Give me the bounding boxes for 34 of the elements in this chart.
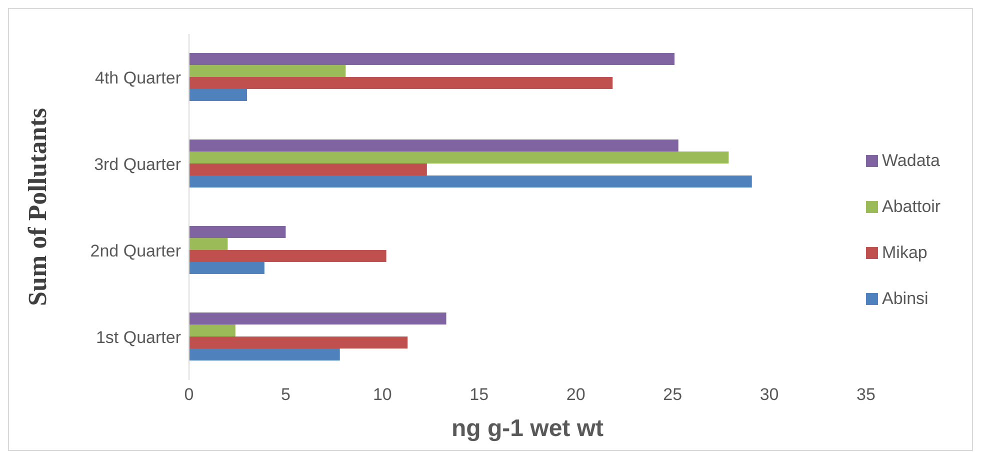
bar — [189, 65, 346, 78]
bar — [189, 164, 427, 176]
x-tick-label: 15 — [470, 385, 489, 404]
bar — [189, 238, 228, 250]
bar — [189, 140, 678, 152]
bar — [189, 226, 286, 238]
bar — [189, 152, 729, 164]
y-axis-title: Sum of Pollutants — [23, 108, 52, 306]
x-tick-label: 30 — [760, 385, 779, 404]
x-tick-label: 35 — [856, 385, 876, 404]
bar — [189, 77, 613, 90]
bar — [189, 348, 340, 361]
y-tick-label: 1st Quarter — [96, 328, 182, 347]
x-tick-label: 5 — [280, 385, 290, 404]
bar — [189, 53, 675, 66]
legend-label: Wadata — [882, 150, 940, 170]
bar — [189, 262, 264, 274]
x-tick-label: 0 — [184, 385, 194, 404]
y-tick-label: 3rd Quarter — [94, 154, 182, 174]
bar — [189, 324, 236, 337]
y-tick-label: 4th Quarter — [95, 68, 182, 88]
legend-label: Abattoir — [882, 196, 941, 216]
legend-label: Abinsi — [882, 288, 928, 308]
bar — [189, 312, 446, 325]
bar — [189, 336, 408, 349]
x-axis-title: ng g-1 wet wt — [452, 415, 604, 442]
legend-label: Mikap — [882, 242, 928, 262]
bar — [189, 250, 386, 262]
x-tick-label: 25 — [663, 385, 682, 404]
x-tick-label: 20 — [566, 385, 586, 404]
x-tick-label: 10 — [372, 385, 392, 404]
bar — [189, 176, 752, 188]
y-tick-label: 2nd Quarter — [90, 241, 182, 260]
bar — [189, 89, 248, 102]
